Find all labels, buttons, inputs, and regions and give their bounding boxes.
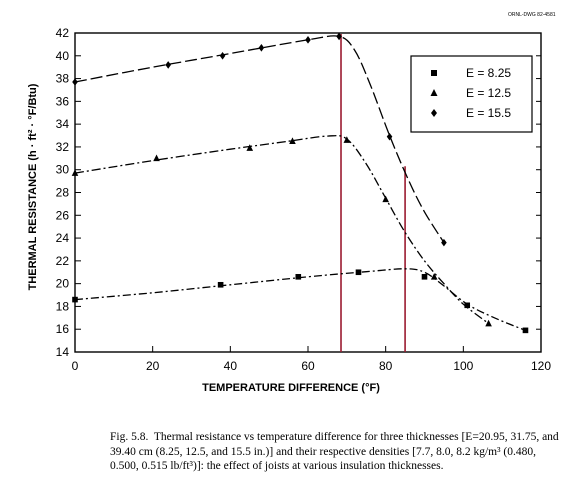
- x-tick-label: 20: [146, 359, 160, 373]
- x-tick-label: 100: [453, 359, 473, 373]
- legend-label: E = 12.5: [466, 86, 511, 100]
- y-tick-label: 26: [56, 208, 70, 222]
- data-point: [421, 274, 428, 280]
- legend-label: E = 15.5: [466, 106, 511, 120]
- caption-label: Fig. 5.8.: [110, 431, 149, 443]
- legend-box: [410, 55, 533, 133]
- data-point: [336, 32, 342, 41]
- y-tick-label: 34: [56, 117, 70, 131]
- y-tick-label: 36: [56, 94, 70, 108]
- data-point: [355, 269, 362, 276]
- legend-label: E = 8.25: [466, 66, 511, 80]
- y-tick-label: 32: [56, 140, 70, 154]
- y-tick-label: 38: [56, 72, 70, 86]
- data-point: [258, 44, 265, 52]
- y-tick-label: 16: [56, 322, 70, 336]
- y-axis-title: THERMAL RESISTANCE (h · ft² · °F/Btu): [27, 83, 39, 290]
- legend-marker: [431, 70, 437, 76]
- x-tick-label: 80: [379, 359, 393, 373]
- drawing-number: ORNL-DWG 82-4581: [508, 12, 556, 18]
- legend-marker: [431, 109, 437, 117]
- data-point: [386, 132, 393, 141]
- data-point: [464, 302, 471, 309]
- data-point: [522, 327, 529, 334]
- chart: ORNL-DWG 82-4581 0 20 40 60 80 100 120 14 16 18 2…: [27, 12, 556, 394]
- series-line-2: [74, 134, 489, 325]
- y-tick-label: 18: [56, 299, 70, 313]
- data-point: [441, 238, 447, 247]
- data-point: [305, 36, 311, 44]
- data-point: [295, 274, 302, 280]
- y-tick-label: 14: [56, 345, 70, 359]
- data-point: [485, 319, 492, 327]
- y-tick-label: 30: [56, 163, 70, 177]
- data-point: [71, 169, 79, 176]
- data-point: [430, 273, 438, 280]
- data-point: [289, 137, 296, 145]
- y-tick-label: 22: [56, 254, 70, 268]
- data-point: [72, 78, 78, 86]
- x-tick-label: 120: [531, 359, 551, 373]
- data-point: [382, 195, 389, 203]
- data-point: [153, 154, 160, 162]
- x-tick-label: 60: [301, 359, 315, 373]
- data-point: [217, 281, 224, 288]
- data-point: [219, 51, 226, 60]
- y-tick-label: 40: [56, 49, 70, 63]
- y-tick-label: 42: [56, 26, 70, 40]
- data-point: [72, 296, 78, 303]
- series-line-1: [74, 268, 526, 332]
- y-tick-label: 20: [56, 277, 70, 291]
- y-tick-label: 24: [56, 231, 70, 245]
- series-line-3: [74, 35, 445, 243]
- caption-text: Thermal resistance vs temperature differ…: [110, 431, 559, 472]
- data-point: [343, 136, 351, 143]
- x-tick-label: 40: [224, 359, 238, 373]
- data-point: [165, 61, 171, 69]
- data-point: [246, 144, 254, 151]
- x-axis-title: TEMPERATURE DIFFERENCE (°F): [202, 382, 380, 394]
- figure-caption: Fig. 5.8. Thermal resistance vs temperat…: [110, 430, 565, 474]
- x-tick-label: 0: [72, 359, 79, 373]
- legend-marker: [430, 89, 438, 96]
- y-tick-label: 28: [56, 186, 70, 200]
